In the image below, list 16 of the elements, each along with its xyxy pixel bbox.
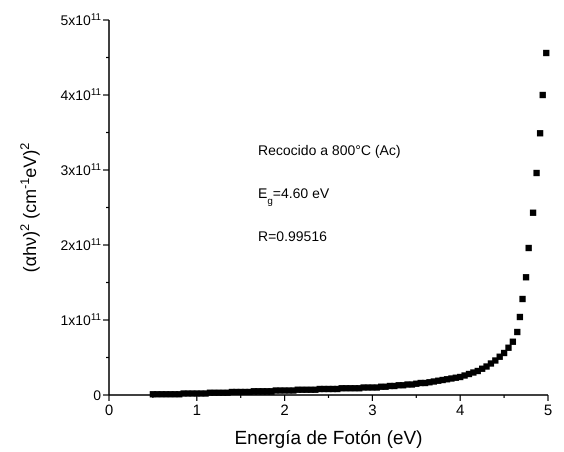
x-tick-label: 2 — [280, 402, 289, 419]
annotation: Recocido a 800°C (Ac) — [258, 142, 401, 158]
y-tick-label: 3x10$^{11}$ — [60, 162, 101, 178]
x-tick-label: 4 — [456, 402, 464, 419]
y-tick-label: 2x10$^{11}$ — [60, 236, 101, 253]
y-tick-label: 1x10$^{11}$ — [60, 312, 101, 328]
x-tick-label: 5 — [544, 402, 552, 419]
x-tick-label: 3 — [368, 402, 377, 419]
y-tick-label: 5x10$^{11}$ — [60, 12, 101, 28]
y-tick-label: 4x10$^{11}$ — [60, 86, 101, 103]
x-tick-label: 0 — [104, 402, 114, 419]
x-tick-label: 1 — [192, 402, 201, 419]
annotation: E$_{g}$=4.60 eV — [258, 185, 330, 206]
annotation: R=0.99516 — [258, 228, 328, 244]
y-tick-label: 0 — [93, 387, 102, 403]
x-axis-title: Energía de Fotón (eV) — [234, 428, 422, 449]
